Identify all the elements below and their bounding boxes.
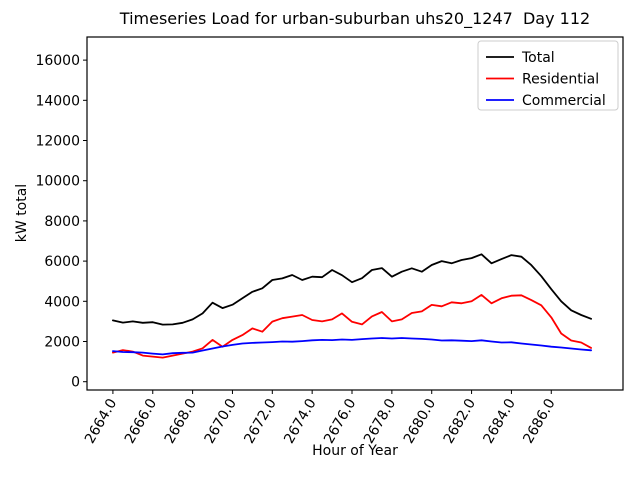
series-commercial-line (112, 337, 592, 356)
y-tick-label: 2000 (44, 335, 80, 351)
x-tick-label: 2684.0 (481, 396, 519, 446)
y-tick-label: 16000 (35, 53, 80, 69)
x-tick-label: 2678.0 (361, 396, 399, 446)
y-tick-label: 10000 (35, 174, 80, 190)
x-tick-label: 2664.0 (82, 396, 120, 446)
legend-label-total: Total (521, 50, 555, 66)
y-tick-label: 8000 (44, 214, 80, 230)
x-tick-label: 2680.0 (401, 396, 439, 446)
y-tick-label: 12000 (35, 134, 80, 150)
series-residential-line (112, 293, 592, 359)
legend-box (477, 40, 619, 111)
chart-title: Timeseries Load for urban-suburban uhs20… (119, 9, 591, 28)
x-axis-ticks: 2664.0 2666.0 2668.0 2670.0 2672.0 2674.0 2676… (82, 390, 559, 446)
legend: Total Residential Commercial (477, 40, 619, 111)
legend-label-commercial: Commercial (522, 93, 606, 109)
x-tick-label: 2676.0 (321, 396, 359, 446)
x-tick-label: 2668.0 (162, 396, 200, 446)
series-total-line (112, 253, 592, 326)
x-tick-label: 2686.0 (520, 396, 558, 446)
plot-area-border (86, 36, 624, 391)
y-axis-label: kW total (14, 183, 30, 243)
x-tick-label: 2670.0 (202, 396, 240, 446)
y-tick-label: 0 (71, 375, 80, 391)
y-tick-label: 6000 (44, 254, 80, 270)
y-axis-ticks: 0 2000 4000 6000 8000 10000 12000 14000 16000 (35, 53, 87, 391)
y-tick-label: 14000 (35, 93, 80, 109)
y-tick-label: 4000 (44, 294, 80, 310)
x-tick-label: 2666.0 (122, 396, 160, 446)
x-axis-label: Hour of Year (312, 443, 398, 459)
x-tick-label: 2674.0 (281, 396, 319, 446)
x-tick-label: 2682.0 (441, 396, 479, 446)
x-tick-label: 2672.0 (241, 396, 279, 446)
series-lines (112, 253, 592, 359)
legend-label-residential: Residential (522, 72, 599, 88)
